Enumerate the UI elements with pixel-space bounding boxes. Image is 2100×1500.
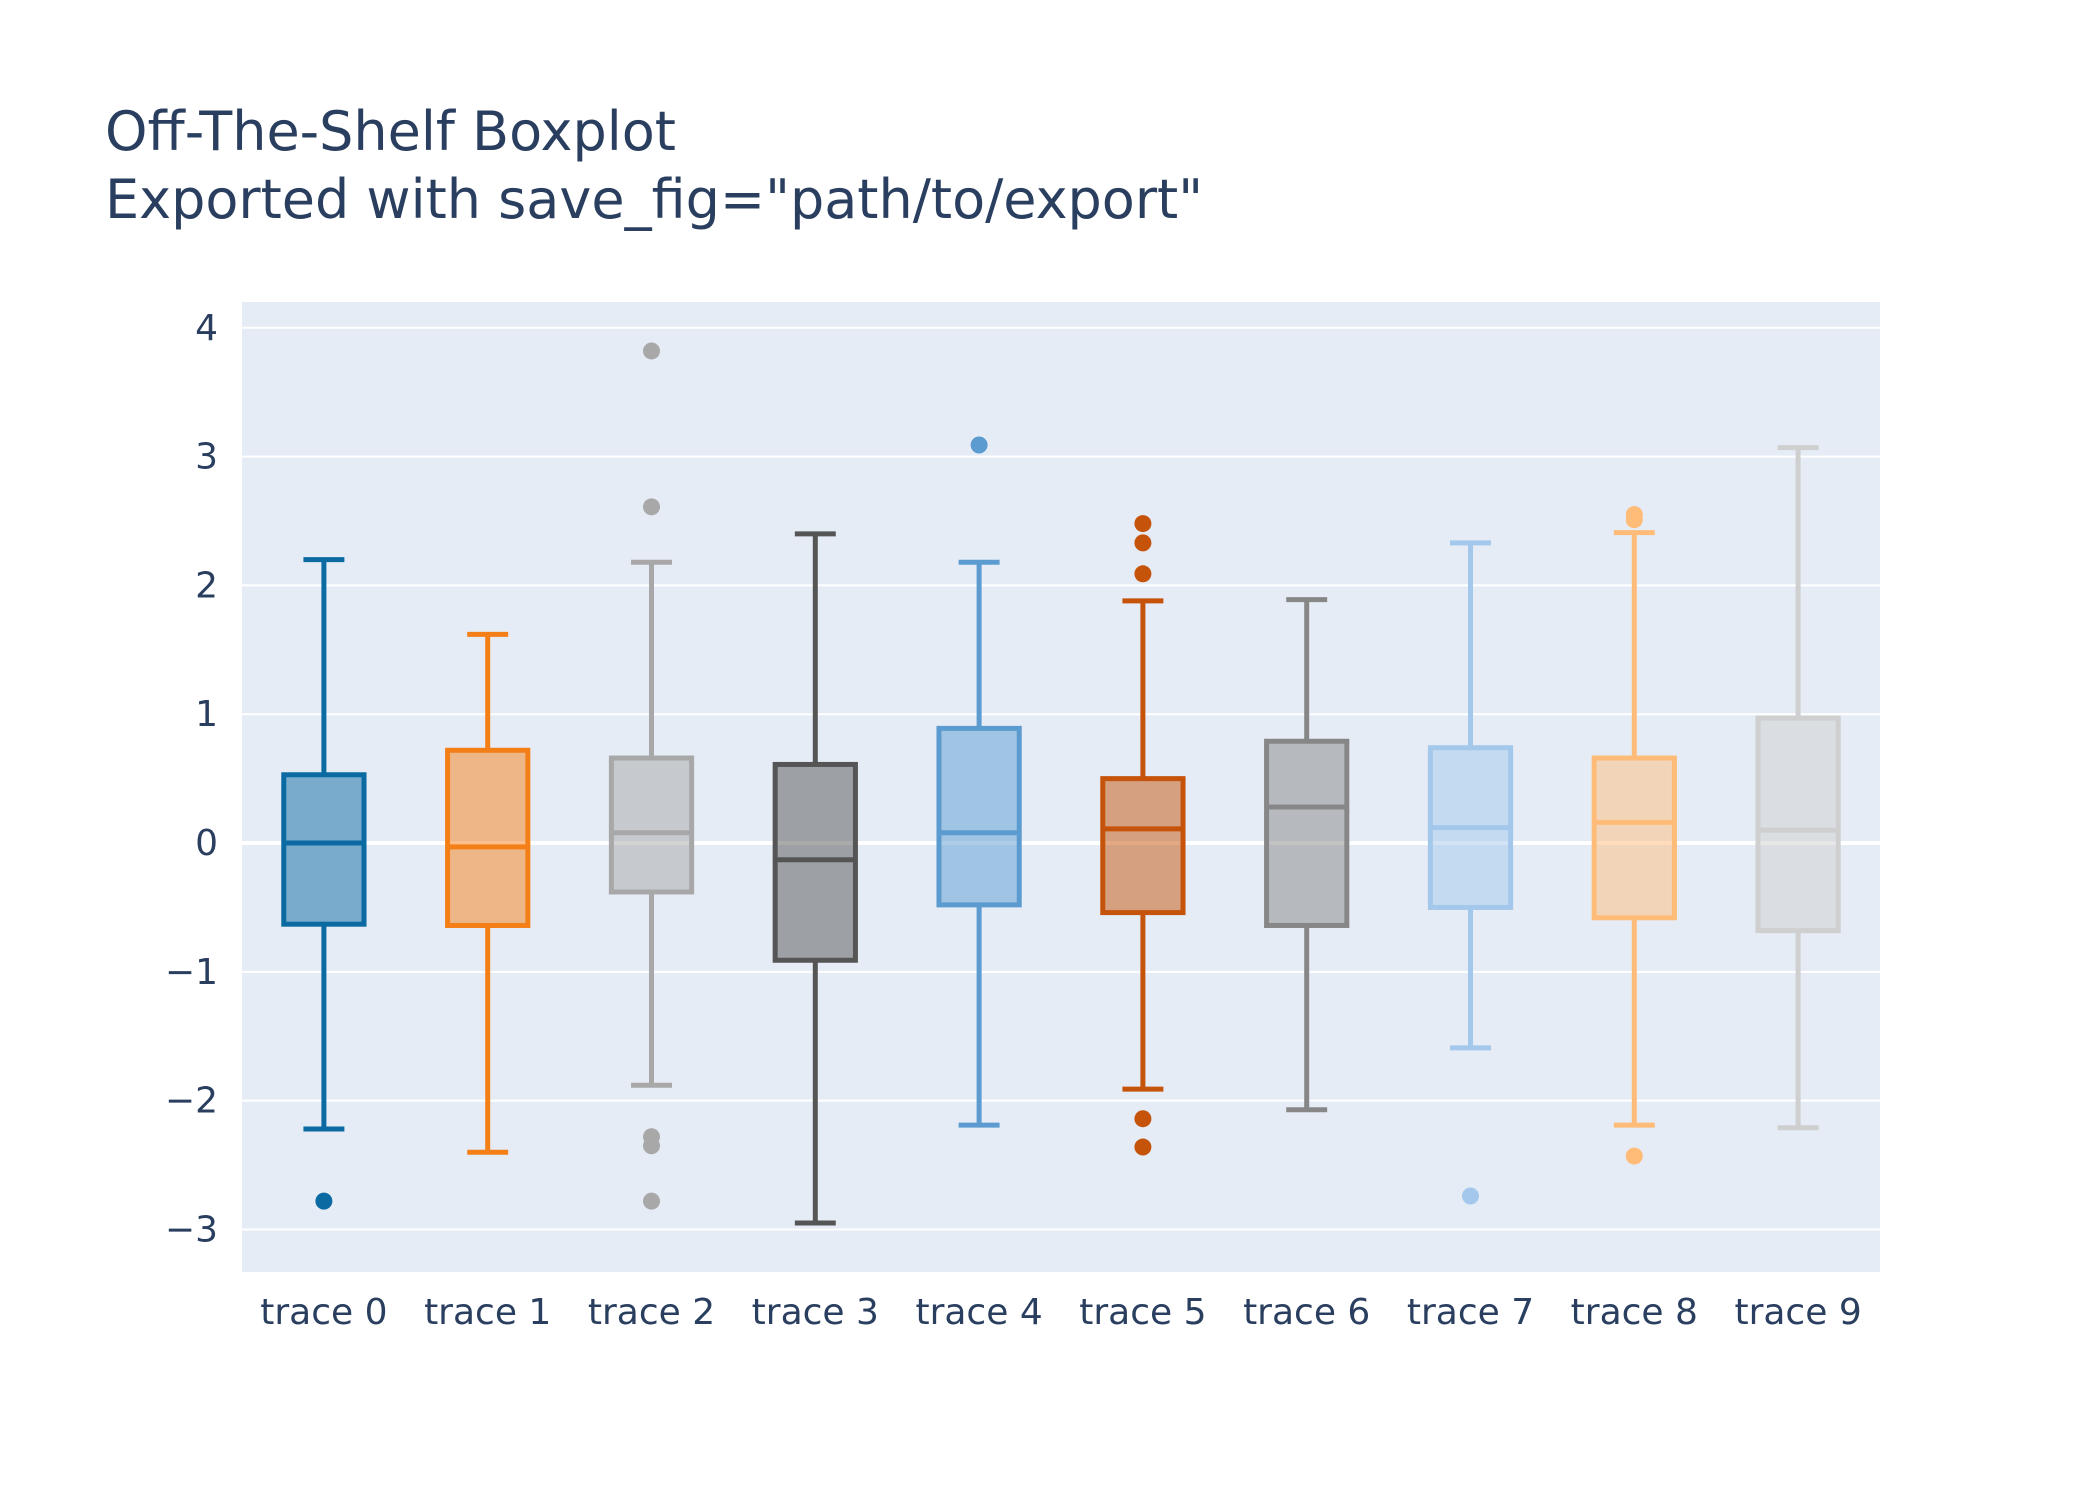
box-trace <box>608 342 695 1210</box>
outlier-point <box>1134 515 1152 533</box>
x-tick-label: trace 5 <box>1079 1292 1206 1333</box>
chart-subtitle: Exported with save_fig="path/to/export" <box>105 168 1203 231</box>
x-tick-label: trace 8 <box>1571 1292 1698 1333</box>
outlier-point <box>970 436 988 454</box>
box-trace <box>1755 445 1841 1131</box>
x-tick-label: trace 3 <box>752 1292 879 1333</box>
box-iqr <box>608 755 695 895</box>
box-trace <box>936 436 1022 1128</box>
box-trace <box>1264 597 1350 1113</box>
box-iqr <box>936 725 1022 908</box>
box-iqr <box>445 747 531 928</box>
outlier-point <box>315 1192 333 1210</box>
box-iqr <box>1755 715 1841 934</box>
box-trace <box>772 531 858 1226</box>
y-axis-ticks: −3 −2 −1 0 1 2 3 4 <box>165 308 218 1251</box>
x-tick-label: trace 4 <box>915 1292 1042 1333</box>
y-tick-label: 3 <box>195 437 218 478</box>
x-tick-label: trace 2 <box>588 1292 715 1333</box>
y-tick-label: −1 <box>165 952 218 993</box>
outlier-point <box>1134 565 1152 583</box>
y-tick-label: −3 <box>165 1209 218 1250</box>
box-iqr <box>281 772 367 927</box>
outlier-point <box>643 1192 660 1210</box>
box-trace <box>281 557 367 1210</box>
x-axis-ticks: trace 0 trace 1 trace 2 trace 3 trace 4 trace… <box>260 1292 1861 1333</box>
box-iqr <box>772 761 858 963</box>
y-tick-label: 0 <box>195 823 218 864</box>
x-tick-label: trace 7 <box>1407 1292 1534 1333</box>
x-tick-label: trace 9 <box>1734 1292 1861 1333</box>
chart-title: Off-The-Shelf Boxplot <box>105 100 676 163</box>
outlier-point <box>643 342 660 360</box>
box-iqr <box>1591 755 1677 921</box>
outlier-point <box>1134 534 1152 552</box>
y-tick-label: 4 <box>195 308 218 349</box>
outlier-point <box>1625 1147 1643 1165</box>
box-trace <box>1427 540 1514 1205</box>
y-tick-label: 2 <box>195 565 218 606</box>
box-iqr <box>1264 738 1350 928</box>
boxes <box>281 342 1841 1226</box>
outlier-point <box>1134 1138 1152 1156</box>
y-tick-label: 1 <box>195 694 218 735</box>
box-trace <box>445 631 531 1155</box>
box-trace <box>1591 506 1677 1165</box>
x-tick-label: trace 6 <box>1243 1292 1370 1333</box>
outlier-point <box>643 498 660 516</box>
x-tick-label: trace 0 <box>260 1292 387 1333</box>
outlier-point <box>643 1137 660 1155</box>
outlier-point <box>1625 511 1643 529</box>
box-iqr <box>1100 776 1186 916</box>
outlier-point <box>1134 1110 1152 1128</box>
outlier-point <box>1462 1187 1479 1205</box>
x-tick-label: trace 1 <box>424 1292 551 1333</box>
box-trace <box>1100 515 1186 1156</box>
y-tick-label: −2 <box>165 1081 218 1122</box>
